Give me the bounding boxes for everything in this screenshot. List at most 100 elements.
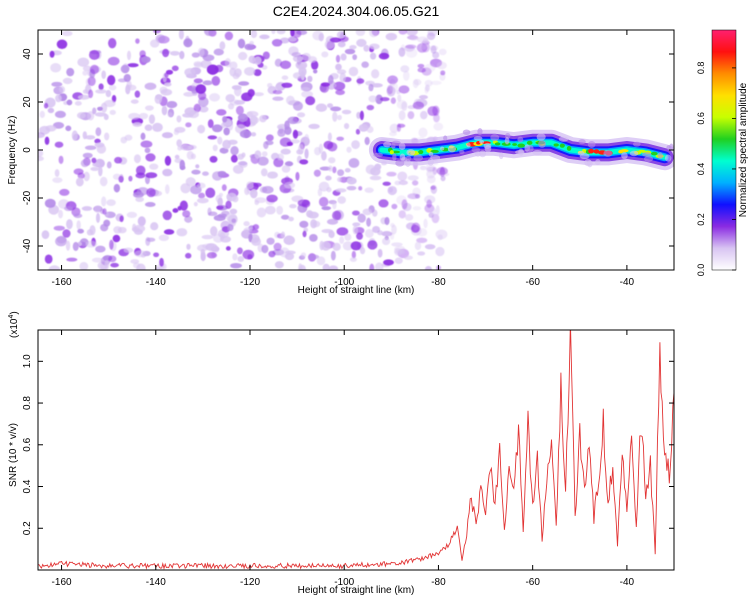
noise-blob (209, 93, 221, 102)
snr-x-tick-label: -40 (620, 577, 635, 588)
noise-blob (276, 153, 285, 161)
snr-x-tick-label: -160 (52, 577, 72, 588)
snr-series-line (38, 330, 674, 570)
noise-blob (326, 186, 332, 193)
noise-blob (361, 61, 369, 68)
noise-blob (202, 54, 215, 62)
noise-blob (117, 226, 127, 234)
noise-blob (440, 70, 446, 76)
noise-blob (77, 57, 90, 67)
noise-blob (95, 245, 106, 253)
noise-blob (246, 111, 259, 118)
signal-hotspot (553, 143, 559, 147)
noise-blob (242, 249, 255, 260)
noise-blob (382, 181, 391, 186)
spectrogram-y-label: Frequency (Hz) (7, 116, 18, 185)
noise-blob (196, 197, 209, 204)
signal-halo-blob (471, 146, 481, 153)
signal-halo-blob (440, 146, 445, 151)
noise-blob (98, 83, 104, 91)
noise-blob (284, 126, 292, 135)
noise-blob (300, 86, 311, 92)
noise-blob (149, 39, 160, 48)
noise-blob (396, 99, 408, 110)
noise-blob (313, 69, 318, 74)
noise-blob (402, 70, 410, 81)
snr-x-tick-label: -140 (146, 577, 166, 588)
noise-blob (279, 60, 292, 69)
noise-blob (44, 198, 56, 208)
noise-blob (183, 91, 195, 97)
snr-multiplier-base: (x10 (9, 318, 20, 338)
noise-blob (283, 181, 296, 189)
signal-halo-blob (587, 160, 593, 168)
noise-blob (277, 128, 286, 137)
noise-blob (216, 109, 227, 116)
noise-blob (342, 241, 354, 251)
noise-blob (213, 48, 224, 56)
noise-blob (237, 113, 249, 123)
noise-blob (409, 35, 419, 41)
signal-halo-blob (641, 152, 652, 157)
signal-halo-blob (479, 150, 487, 158)
noise-blob (225, 246, 231, 251)
snr-y-tick-label: 0.4 (22, 479, 33, 493)
noise-blob (327, 132, 332, 141)
noise-blob (241, 152, 246, 158)
noise-blob (419, 165, 427, 171)
noise-blob (390, 97, 396, 105)
noise-blob (146, 237, 156, 242)
noise-blob (369, 43, 380, 50)
noise-blob (369, 263, 375, 270)
signal-hotspot (638, 149, 646, 153)
noise-blob (372, 226, 381, 234)
noise-blob (424, 244, 436, 250)
noise-blob (134, 90, 141, 98)
noise-blob (225, 200, 232, 210)
noise-blob (88, 89, 94, 99)
noise-blob (350, 241, 362, 251)
noise-blob (389, 123, 400, 133)
noise-blob (405, 44, 417, 49)
noise-blob (281, 165, 291, 173)
spectrogram-noise (38, 30, 450, 270)
noise-blob (77, 172, 85, 180)
noise-blob (366, 217, 371, 227)
noise-blob (71, 130, 78, 141)
noise-blob (153, 252, 160, 258)
noise-blob (371, 69, 380, 79)
noise-blob (137, 216, 146, 227)
signal-halo-blob (595, 159, 601, 166)
noise-blob (391, 203, 398, 210)
noise-blob (417, 251, 426, 256)
noise-blob (355, 30, 366, 37)
noise-blob (250, 132, 257, 137)
noise-blob (330, 250, 336, 261)
spectrogram-y-ticks: -40 -20 0 20 40 (22, 48, 674, 253)
noise-blob (274, 261, 284, 269)
noise-blob (374, 163, 382, 171)
noise-blob (132, 122, 143, 127)
noise-blob (335, 89, 345, 96)
signal-halo-blob (532, 149, 543, 156)
noise-blob (387, 185, 397, 196)
noise-blob (244, 43, 255, 51)
noise-blob (352, 222, 361, 227)
noise-blob (413, 79, 422, 86)
noise-blob (72, 241, 79, 251)
noise-blob (344, 168, 351, 173)
noise-blob (234, 100, 246, 105)
noise-blob (237, 256, 245, 262)
noise-blob (120, 64, 130, 74)
signal-hotspot (650, 151, 658, 156)
noise-blob (234, 68, 242, 78)
noise-blob (279, 37, 290, 44)
noise-blob (254, 150, 262, 159)
noise-blob (204, 30, 214, 36)
noise-blob (280, 148, 291, 155)
noise-blob (94, 112, 107, 117)
noise-blob (51, 81, 63, 87)
noise-blob (91, 257, 104, 263)
noise-blob (412, 101, 424, 110)
signal-halo-blob (427, 158, 434, 166)
